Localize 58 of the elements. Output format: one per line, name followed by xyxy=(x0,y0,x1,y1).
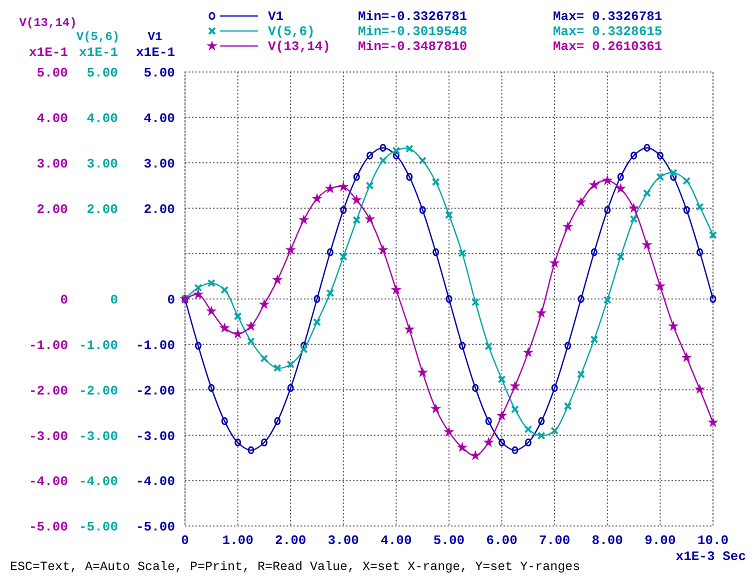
y2-tick-label: 4.00 xyxy=(144,110,176,126)
text: Min=-0.3019548 xyxy=(358,24,468,39)
y-tick-label: 0 xyxy=(110,292,118,308)
x-tick-label: 9.00 xyxy=(644,533,676,548)
x-tick-label: 8.00 xyxy=(592,533,624,548)
x-tick-label: 1.00 xyxy=(222,533,254,548)
text: ESC=Text, A=Auto Scale, P=Print, R=Read Value, X=set X-range, Y=set Y-ranges xyxy=(10,560,580,574)
y2-tick-label: -5.00 xyxy=(136,520,176,535)
y2-tick-label: 2.00 xyxy=(144,202,176,217)
y2-tick-label: 0 xyxy=(167,292,176,308)
x-tick-label: 3.00 xyxy=(328,533,360,548)
x-tick-label: 2.00 xyxy=(274,533,306,548)
y3-tick-label: 5.00 xyxy=(36,66,68,81)
y-tick-label: 3.00 xyxy=(86,156,118,172)
x-axis-title: x1E-3 Sec xyxy=(676,549,746,564)
text: Max= 0.3328615 xyxy=(553,24,662,39)
y3-tick-label: -4.00 xyxy=(28,474,68,490)
y-axis-title: V(13,14) xyxy=(19,16,77,30)
y-tick-label: 2.00 xyxy=(86,202,118,217)
x-tick-label: 5.00 xyxy=(433,533,465,548)
y3-tick-label: -5.00 xyxy=(28,520,68,535)
y3-tick-label: 0 xyxy=(60,292,68,308)
x-tick-label: 4.00 xyxy=(380,533,412,548)
y2-tick-label: -3.00 xyxy=(136,428,176,444)
y2-tick-label: 3.00 xyxy=(144,156,176,172)
y3-tick-label: 3.00 xyxy=(36,156,68,172)
y3-tick-label: -1.00 xyxy=(28,338,68,353)
x-tick-label: 0 xyxy=(181,533,190,548)
y2-axis-title: V1 xyxy=(148,30,162,44)
y-tick-label: 4.00 xyxy=(86,110,118,126)
y2-tick-label: -4.00 xyxy=(136,474,176,490)
y2-tick-label: -1.00 xyxy=(136,338,176,353)
y3-tick-label: 2.00 xyxy=(36,202,68,217)
y3-tick-label: -3.00 xyxy=(28,428,68,444)
text: Min=-0.3487810 xyxy=(358,39,468,54)
y-tick-label: -3.00 xyxy=(78,428,118,444)
y3-axis-title: V(5,6) xyxy=(76,30,120,44)
y-tick-label: -2.00 xyxy=(78,383,118,398)
text: Max= 0.2610361 xyxy=(553,39,662,54)
y-tick-label: -1.00 xyxy=(78,338,118,353)
y3-tick-label: -2.00 xyxy=(28,383,68,398)
text: Min=-0.3326781 xyxy=(358,9,468,24)
text: x1E-1 xyxy=(78,45,118,60)
x-tick-label: 6.00 xyxy=(486,533,518,548)
y-tick-label: -4.00 xyxy=(78,474,118,490)
legend-label: V(5,6) xyxy=(268,24,315,39)
y-tick-label: -5.00 xyxy=(78,520,118,535)
legend-label: V1 xyxy=(268,9,284,24)
y3-tick-label: 4.00 xyxy=(36,110,68,126)
text: x1E-1 xyxy=(28,45,68,60)
x-tick-label: 10.0 xyxy=(697,533,729,548)
x-tick-label: 7.00 xyxy=(538,533,570,548)
y2-tick-label: 5.00 xyxy=(144,66,176,81)
legend-label: V(13,14) xyxy=(268,39,330,54)
y2-tick-label: -2.00 xyxy=(136,383,176,398)
text: x1E-1 xyxy=(136,45,176,60)
y-tick-label: 5.00 xyxy=(86,66,118,81)
text: Max= 0.3326781 xyxy=(553,9,662,24)
